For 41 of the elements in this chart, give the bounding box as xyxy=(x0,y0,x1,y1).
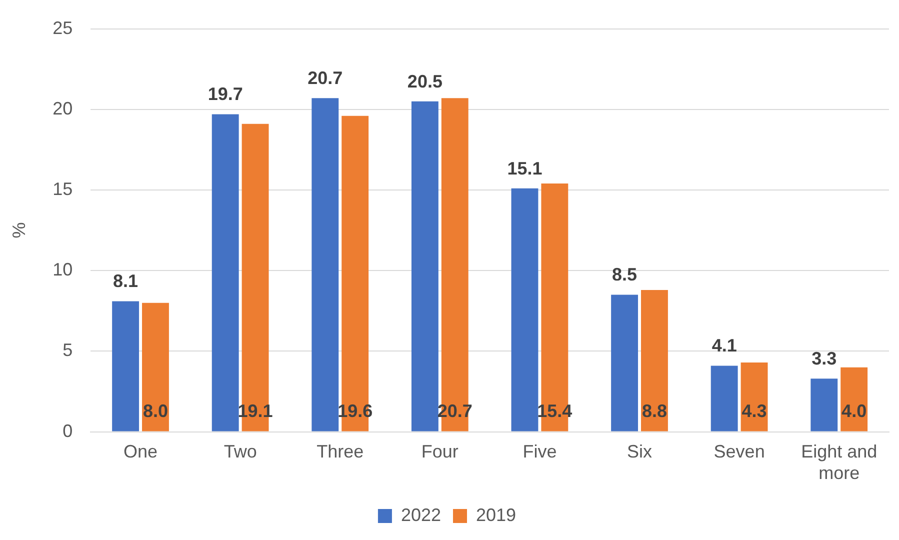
bar xyxy=(740,362,768,432)
x-tick-label: Five xyxy=(522,442,557,462)
x-tick-label: Six xyxy=(627,442,652,462)
data-label: 20.7 xyxy=(308,68,343,88)
bar xyxy=(840,367,868,432)
bar xyxy=(810,378,838,432)
x-tick-label: Four xyxy=(421,442,458,462)
data-label: 8.5 xyxy=(612,264,638,285)
data-label: 4.0 xyxy=(842,400,867,421)
bar xyxy=(312,98,339,432)
x-tick-label: Two xyxy=(224,442,257,462)
legend-label: 2019 xyxy=(476,504,516,525)
x-tick-label: Eight and more xyxy=(801,442,878,484)
data-label: 4.3 xyxy=(742,400,767,421)
y-tick-label: 0 xyxy=(62,420,73,441)
x-tick-label: Three xyxy=(316,442,364,462)
data-label: 8.1 xyxy=(113,271,138,292)
bar xyxy=(641,290,668,432)
y-tick-label: 15 xyxy=(52,178,73,199)
data-label: 15.1 xyxy=(507,158,542,178)
data-label: 19.7 xyxy=(208,84,243,104)
bar xyxy=(511,188,538,432)
y-tick-label: 5 xyxy=(62,340,73,360)
y-tick-label: 10 xyxy=(52,260,73,280)
data-label: 3.3 xyxy=(812,348,837,369)
data-label: 4.1 xyxy=(712,336,737,356)
y-tick-label: 25 xyxy=(52,18,73,38)
bar xyxy=(710,366,738,432)
y-tick-label: 20 xyxy=(52,98,73,118)
x-tick-label: One xyxy=(124,442,158,462)
y-axis-title: % xyxy=(8,222,29,238)
data-label: 20.5 xyxy=(407,71,442,92)
legend-label: 2022 xyxy=(400,504,442,525)
bar xyxy=(142,302,169,432)
x-tick-label: Seven xyxy=(714,442,765,462)
bar xyxy=(212,114,239,432)
bar xyxy=(411,101,438,432)
data-label: 8.0 xyxy=(142,400,168,421)
data-label: 8.8 xyxy=(642,400,667,421)
bar xyxy=(611,294,638,432)
bar xyxy=(112,301,140,432)
